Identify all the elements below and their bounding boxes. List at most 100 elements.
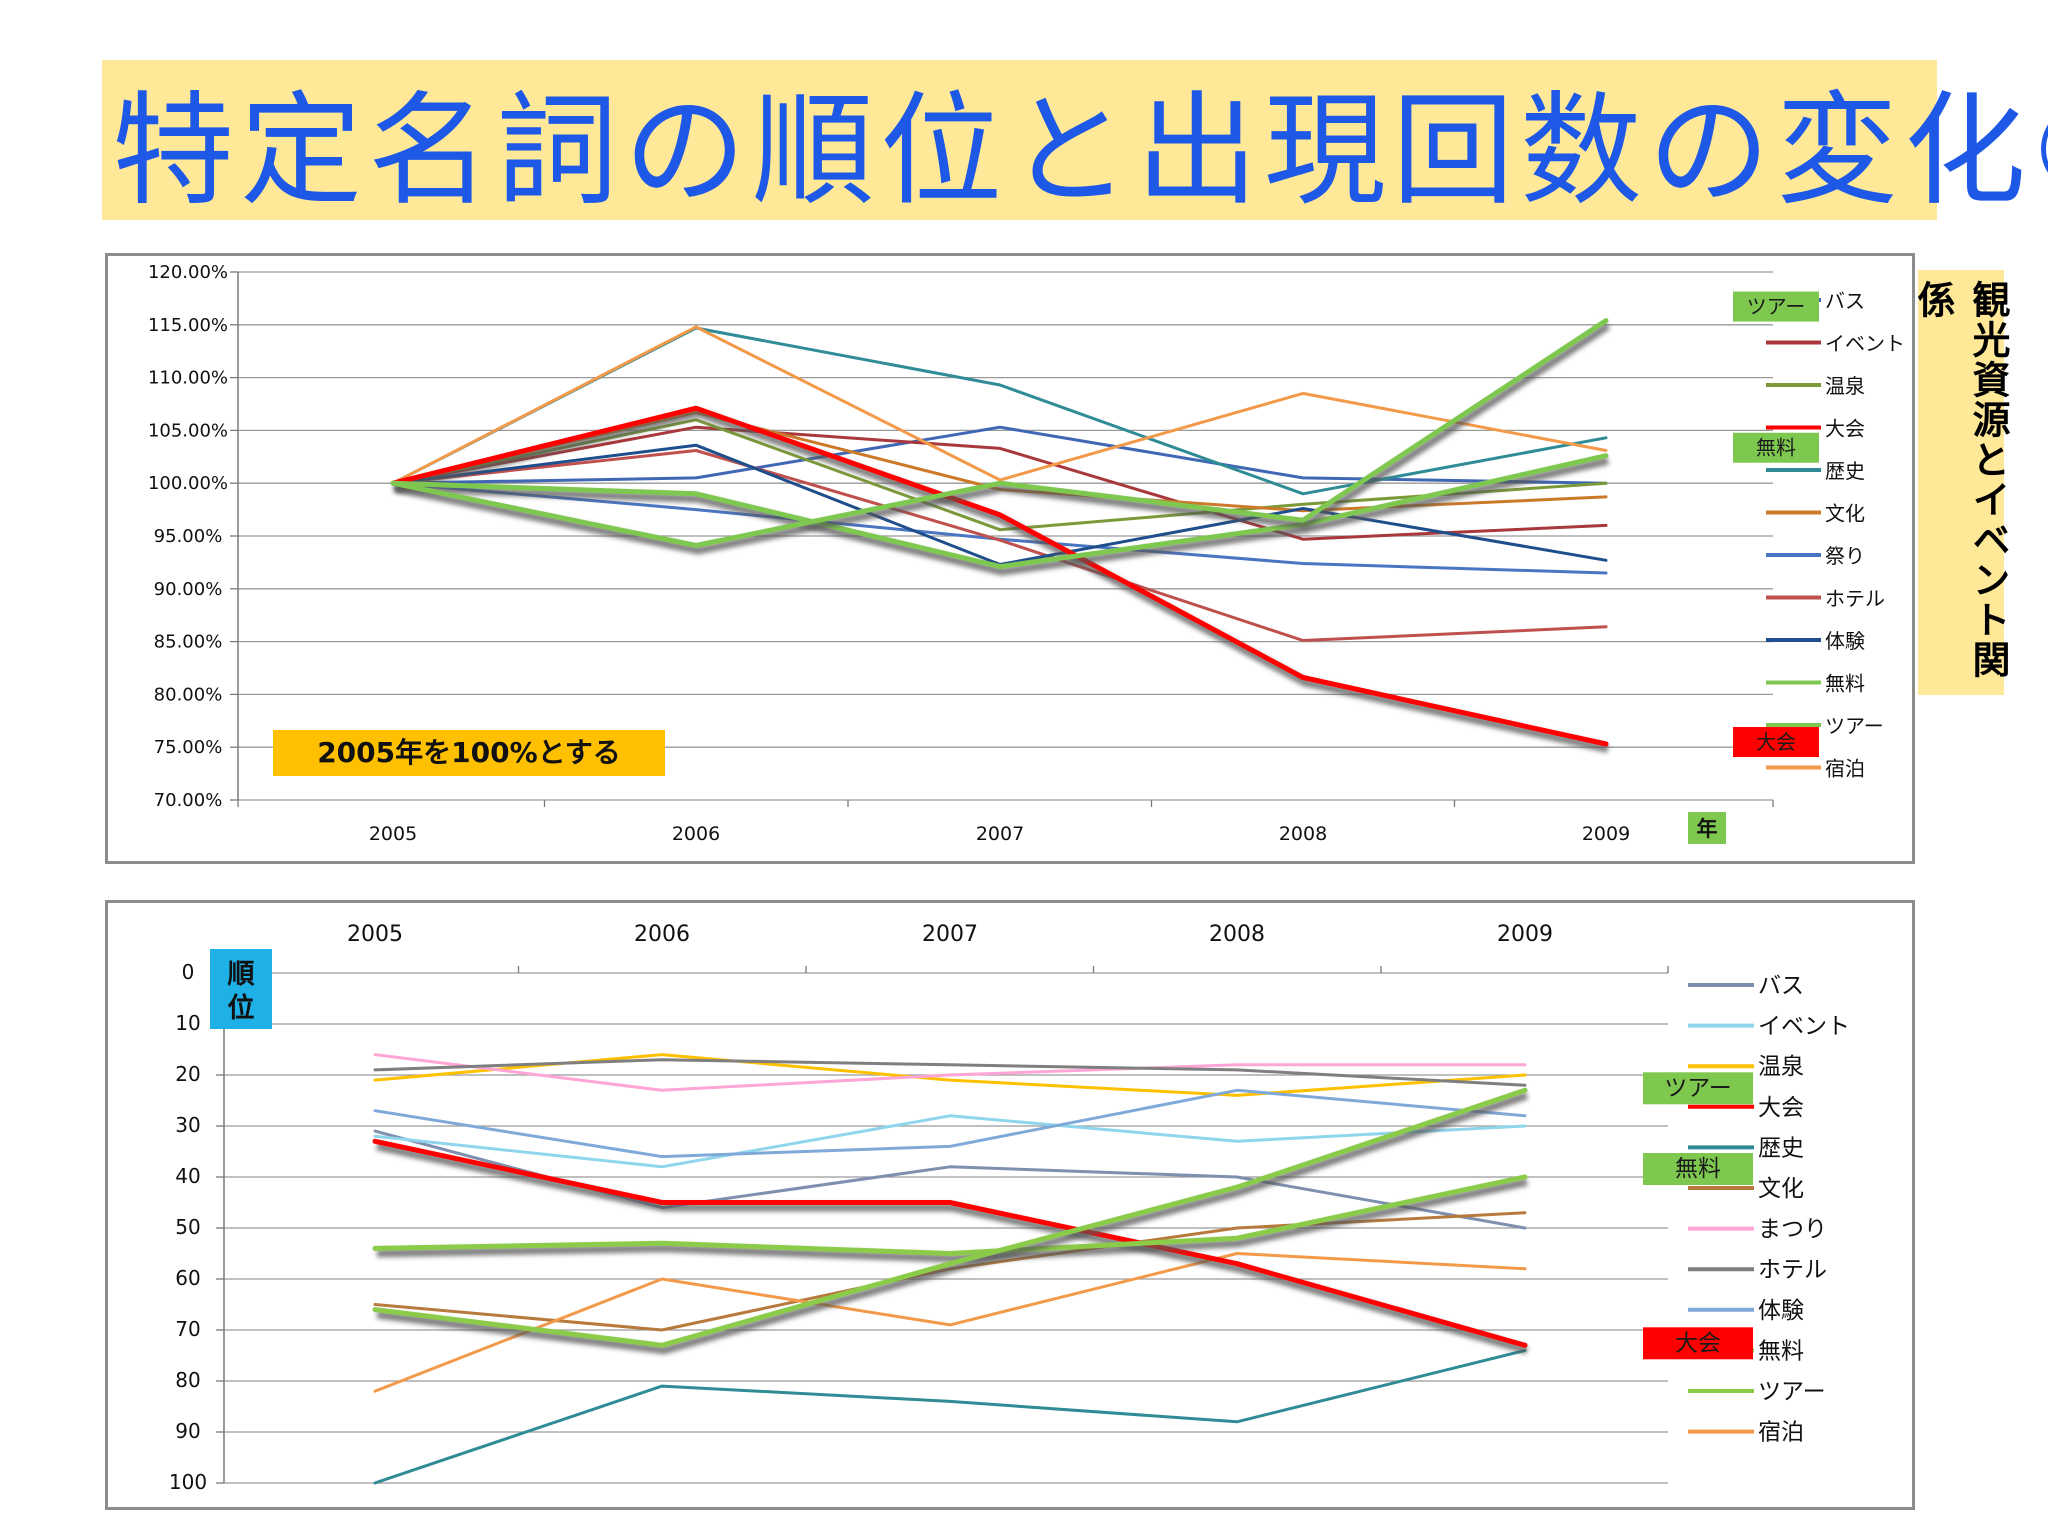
- callout-label: 無料: [1756, 436, 1796, 460]
- legend-entry: まつり: [1758, 1217, 1827, 1243]
- legend-entry: ホテル: [1825, 587, 1885, 611]
- legend-entry: 体験: [1758, 1298, 1804, 1324]
- y-tick-label: 30: [175, 1113, 200, 1137]
- series-line-宿泊: [391, 325, 1608, 485]
- legend-entry: ホテル: [1758, 1257, 1827, 1283]
- rank-title-box: [210, 949, 272, 1029]
- callout-label: 大会: [1756, 730, 1796, 754]
- y-tick-label: 70: [175, 1317, 200, 1341]
- series-line-ホテル: [373, 1058, 1527, 1087]
- x-tick-label: 2008: [1209, 922, 1265, 947]
- legend-entry: ツアー: [1825, 714, 1884, 738]
- y-tick-label: 85.00%: [154, 632, 223, 653]
- series-shadow: [394, 322, 1611, 555]
- series-line-宿泊: [373, 1252, 1527, 1393]
- legend-entry: 温泉: [1825, 374, 1865, 398]
- legend-entry: 大会: [1758, 1095, 1804, 1121]
- callout-大会: 大会: [1643, 1327, 1753, 1360]
- x-tick-label: 2006: [634, 922, 690, 947]
- legend-entry: 無料: [1825, 672, 1865, 696]
- series-shadow: [376, 1178, 1528, 1263]
- annotation-text: 2005年を100%とする: [317, 736, 621, 769]
- callout-大会: 大会: [1733, 727, 1819, 758]
- callout-box: [1733, 432, 1819, 463]
- rank-axis-title: 順位: [210, 949, 272, 1029]
- y-tick-label: 50: [175, 1215, 200, 1239]
- series-line-ホテル: [391, 449, 1608, 642]
- series-line-無料: [372, 1174, 1528, 1256]
- legend-entry: 無料: [1758, 1338, 1804, 1364]
- series-line-イベント: [391, 425, 1608, 541]
- x-unit-label: 年: [1688, 812, 1726, 844]
- legend-entry: 宿泊: [1758, 1420, 1804, 1446]
- legend-entry: 宿泊: [1825, 757, 1865, 781]
- x-unit-box: [1688, 812, 1726, 844]
- side-label-box: 観光資源とイベント関係: [1911, 270, 2010, 695]
- y-tick-label: 120.00%: [148, 262, 228, 283]
- callout-box: [1643, 1153, 1753, 1185]
- legend-entry: バス: [1758, 973, 1804, 999]
- y-tick-label: 105.00%: [148, 420, 228, 441]
- y-tick-label: 95.00%: [154, 526, 223, 547]
- callout-無料: 無料: [1733, 432, 1819, 463]
- rank-line-chart: 0 10 20 30 40 50 60 70 80 90 100 2005 2006 2007 2008 20…: [169, 922, 1850, 1494]
- callout-label: ツアー: [1664, 1075, 1732, 1101]
- legend-entry: 歴史: [1758, 1135, 1804, 1161]
- y-tick-label: 40: [175, 1164, 200, 1188]
- legend-entry: 温泉: [1758, 1054, 1804, 1080]
- callout-box: [1643, 1072, 1753, 1105]
- series-line-ツアー: [390, 318, 1609, 548]
- y-tick-label: 90: [175, 1419, 200, 1443]
- callout-label: ツアー: [1747, 295, 1806, 319]
- legend-entry: 文化: [1825, 502, 1865, 526]
- series-shadow: [376, 1142, 1529, 1355]
- series-shadow: [394, 409, 1609, 753]
- y-tick-label: 80.00%: [154, 684, 223, 705]
- y-tick-label: 90.00%: [154, 579, 223, 600]
- callout-label: 大会: [1675, 1330, 1721, 1356]
- rank-chart-panel: 0 10 20 30 40 50 60 70 80 90 100 2005 2006 2007 2008 20…: [105, 900, 1915, 1510]
- y-tick-label: 10: [175, 1011, 200, 1035]
- x-tick-label: 2008: [1279, 823, 1327, 845]
- percentage-line-chart: 120.00% 115.00% 110.00% 105.00% 100.00% 95.00…: [148, 262, 1905, 845]
- y-tick-label: 115.00%: [148, 315, 228, 336]
- x-tick-label: 2006: [672, 823, 720, 845]
- callout-label: 無料: [1675, 1156, 1721, 1182]
- series-line-大会: [372, 1138, 1528, 1348]
- series-line-まつり: [373, 1053, 1527, 1092]
- series-line-バス: [391, 425, 1608, 485]
- side-label: 観光資源とイベント関係: [1911, 280, 2010, 680]
- x-tick-label: 2005: [347, 922, 403, 947]
- legend-entry: 大会: [1825, 417, 1865, 441]
- y-tick-label: 70.00%: [154, 790, 223, 811]
- baseline-annotation: 2005年を100%とする: [273, 730, 665, 776]
- rank-title-char: 順: [228, 959, 255, 990]
- page-title: 特定名詞の順位と出現回数の変化①: [112, 79, 2048, 222]
- y-tick-label: 110.00%: [148, 368, 228, 389]
- callout-ツアー: ツアー: [1643, 1072, 1753, 1105]
- y-tick-label: 100: [169, 1470, 207, 1494]
- x-tick-label: 2005: [369, 823, 417, 845]
- callout-box: [1643, 1327, 1753, 1360]
- y-tick-label: 60: [175, 1266, 200, 1290]
- callout-box: [1733, 291, 1819, 322]
- y-tick-label: 20: [175, 1062, 200, 1086]
- rank-title-char: 位: [228, 992, 255, 1024]
- callout-box: [1733, 727, 1819, 758]
- x-tick-label: 2009: [1497, 922, 1553, 947]
- legend-entry: 体験: [1825, 629, 1865, 653]
- series-line-無料: [390, 453, 1609, 570]
- series-line-大会: [390, 405, 1609, 747]
- legend-entry: イベント: [1758, 1014, 1850, 1040]
- legend-entry: イベント: [1825, 332, 1905, 356]
- y-tick-label: 75.00%: [154, 737, 223, 758]
- legend-entry: バス: [1825, 289, 1865, 313]
- percentage-chart-panel: 120.00% 115.00% 110.00% 105.00% 100.00% 95.00…: [105, 253, 1915, 864]
- annotation-box: [273, 730, 665, 776]
- legend-entry: 祭り: [1825, 544, 1865, 568]
- y-tick-label: 80: [175, 1368, 200, 1392]
- x-tick-label: 2007: [976, 823, 1024, 845]
- x-tick-label: 2007: [922, 922, 978, 947]
- series-line-歴史: [391, 326, 1608, 496]
- callout-無料: 無料: [1643, 1153, 1753, 1185]
